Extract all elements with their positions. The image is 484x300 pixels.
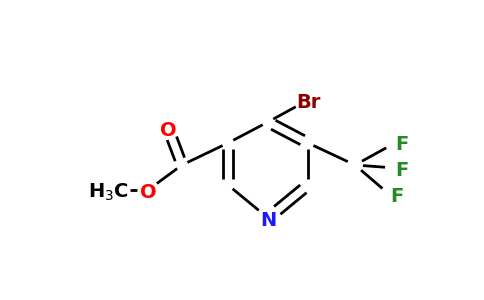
Text: F: F [390, 188, 403, 206]
Text: O: O [160, 121, 176, 140]
Text: H$_3$C: H$_3$C [88, 182, 128, 203]
Text: N: N [260, 211, 276, 230]
Text: F: F [395, 136, 408, 154]
Text: F: F [395, 160, 408, 179]
Text: Br: Br [296, 92, 320, 112]
Text: O: O [140, 182, 156, 202]
